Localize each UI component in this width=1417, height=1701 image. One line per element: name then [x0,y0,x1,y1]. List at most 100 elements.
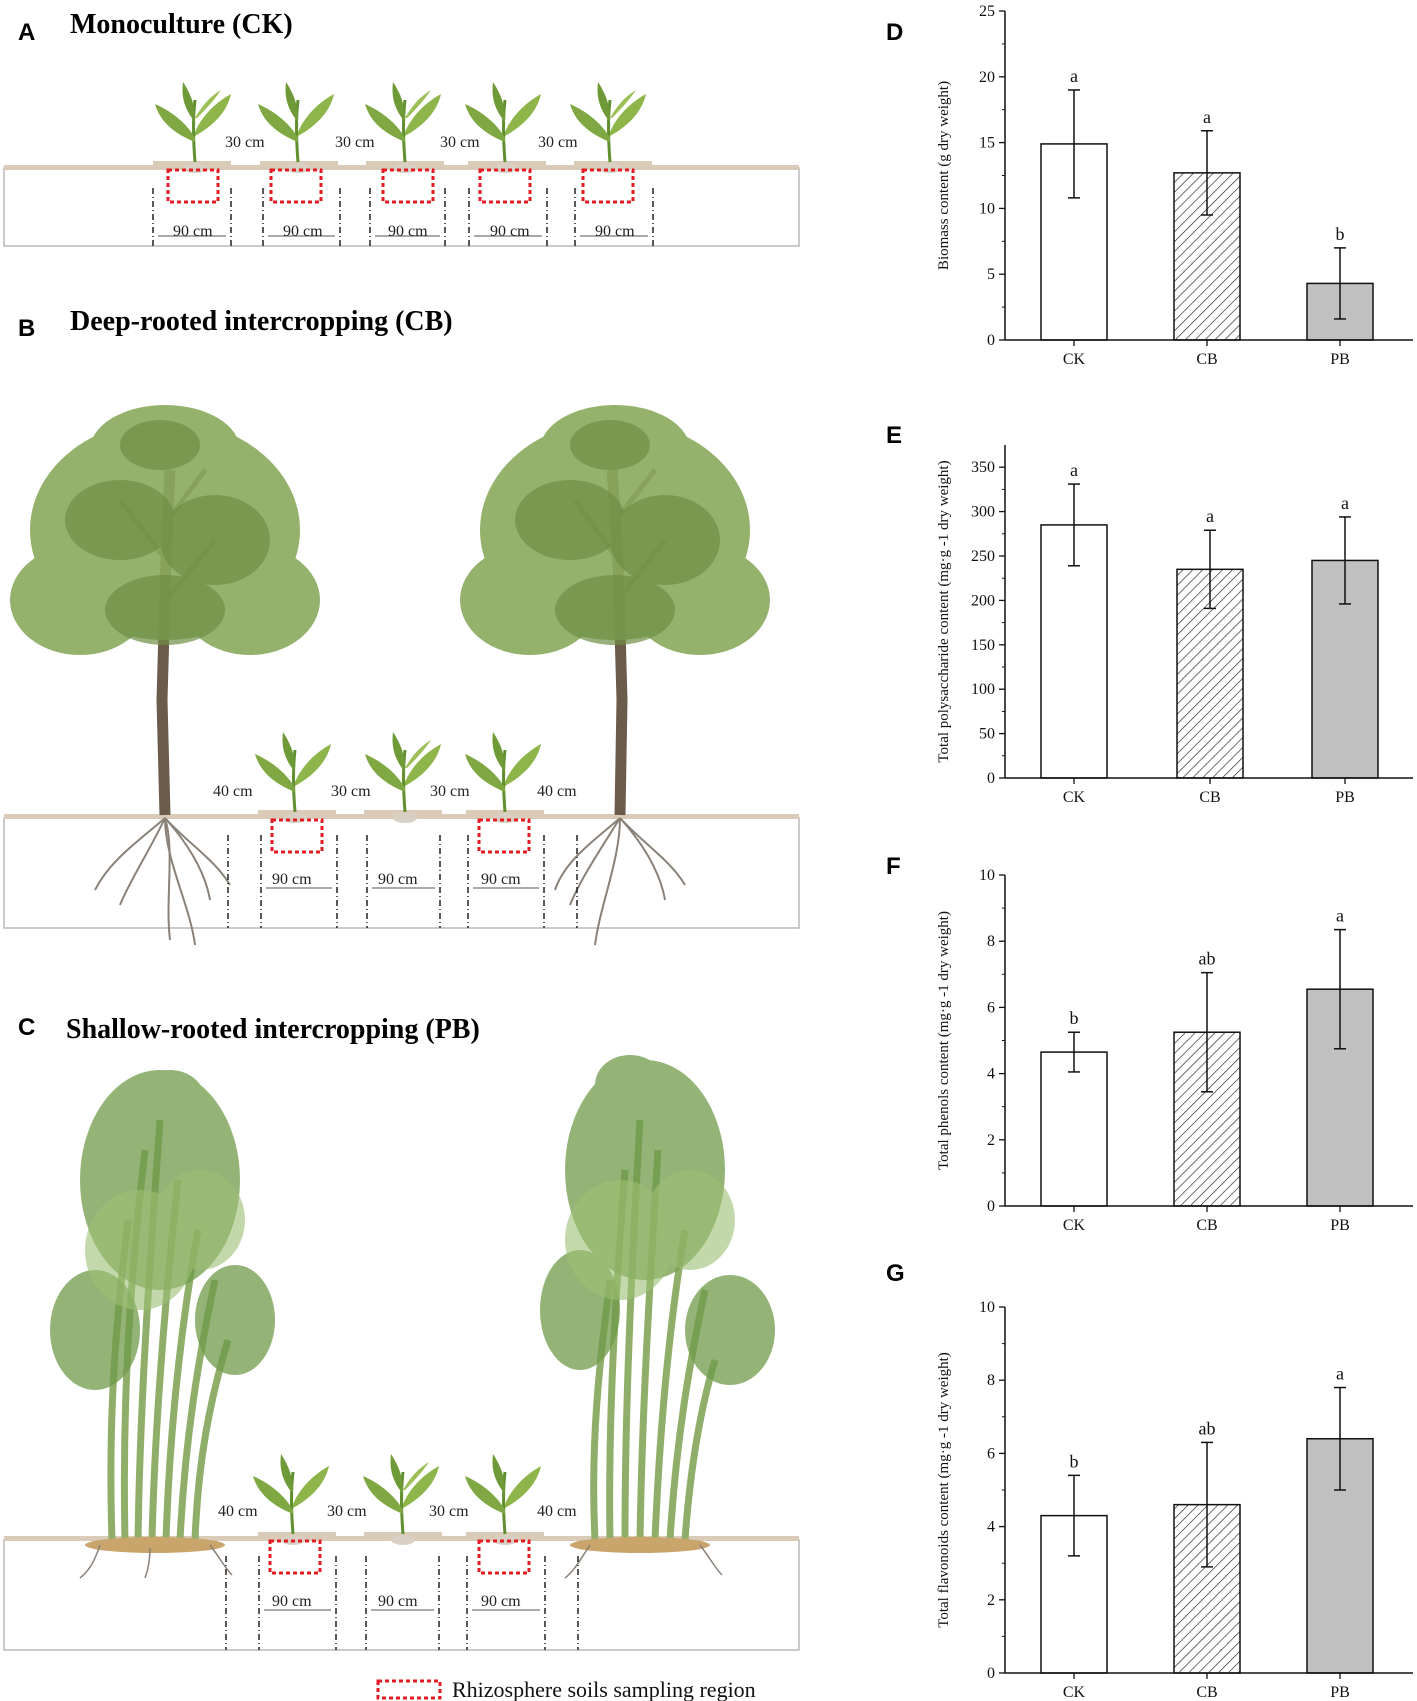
panel-a: A Monoculture (CK) [3,9,800,247]
width-label: 90 cm [173,223,213,240]
bed [258,1532,336,1538]
panel-letter-d: D [886,19,903,46]
seedling-icon [255,732,331,823]
width-label: 90 cm [481,871,521,888]
x-tick-label: CB [1199,789,1220,806]
legend-sampling-swatch [376,1679,442,1700]
error-bar [1201,1441,1213,1568]
y-tick-label: 10 [979,200,995,217]
y-tick-label: 10 [979,867,995,884]
bed-dividers [227,835,578,928]
significance-label: b [1070,1008,1079,1028]
spacing-label: 30 cm [440,134,480,151]
y-tick-label: 20 [979,69,995,86]
y-axis-label: Total polysaccharide content (mg·g -1 dr… [936,460,952,762]
significance-label: a [1070,66,1078,86]
significance-label: a [1206,506,1214,526]
panel-letter-b: B [18,315,35,342]
significance-label: ab [1199,1418,1216,1438]
error-bar [1068,1031,1080,1073]
panel-letter-c: C [18,1014,35,1041]
width-label: 90 cm [378,1593,418,1610]
x-tick-label: CK [1063,789,1086,806]
width-label: 90 cm [388,223,428,240]
y-tick-label: 50 [979,726,995,743]
y-axis-label: Total phenols content (mg·g -1 dry weigh… [936,911,952,1170]
x-tick-label: CB [1196,351,1217,368]
width-label: 90 cm [272,1593,312,1610]
spacing-label: 30 cm [327,1503,367,1520]
bed-dividers [225,1556,579,1650]
y-tick-label: 0 [987,770,995,787]
width-label: 90 cm [595,223,635,240]
panel-letter-f: F [886,853,901,880]
sampling-region-box [477,818,531,854]
seedling-icon [465,1454,541,1545]
significance-label: a [1070,460,1078,480]
x-tick-label: CK [1063,1217,1086,1234]
bed [258,810,336,816]
significance-label: a [1336,906,1344,926]
spacing-label: 30 cm [538,134,578,151]
y-tick-label: 2 [987,1132,995,1149]
spacing-label: 30 cm [331,783,371,800]
spacing-label: 30 cm [335,134,375,151]
bamboo-icon [50,1070,275,1579]
error-bar [1201,130,1213,216]
width-label: 90 cm [283,223,323,240]
spacing-label: 30 cm [225,134,265,151]
y-tick-label: 200 [971,592,995,609]
spacing-label: 40 cm [218,1503,258,1520]
y-tick-label: 100 [971,681,995,698]
spacing-label: 40 cm [213,783,253,800]
seedling-icon [465,732,541,823]
y-tick-label: 6 [987,999,995,1016]
y-tick-label: 5 [987,266,995,283]
spacing-label: 40 cm [537,783,577,800]
y-tick-label: 15 [979,135,995,152]
tree-icon [10,405,320,946]
y-axis-label: Biomass content (g dry weight) [936,81,952,270]
y-tick-label: 150 [971,637,995,654]
y-tick-label: 8 [987,933,995,950]
y-tick-label: 350 [971,459,995,476]
bar-ck [1040,524,1108,779]
panel-letter-a: A [18,19,35,46]
panel-b: B Deep-rooted intercropping (CB) [3,306,800,946]
width-label: 90 cm [490,223,530,240]
seedling-icon [258,82,334,173]
significance-label: a [1203,107,1211,127]
panel-letter-e: E [886,422,902,449]
y-tick-label: 0 [987,1198,995,1215]
significance-label: a [1341,493,1349,513]
y-tick-label: 8 [987,1372,995,1389]
sampling-region-box [477,1539,531,1575]
width-label: 90 cm [481,1593,521,1610]
y-tick-label: 6 [987,1445,995,1462]
x-tick-label: CB [1196,1217,1217,1234]
x-tick-label: PB [1330,1684,1350,1701]
y-tick-label: 4 [987,1066,995,1083]
error-bar [1068,1474,1080,1557]
significance-label: ab [1199,949,1216,969]
sampling-region-box [268,1539,322,1575]
seedling-icon [570,82,646,173]
error-bar [1201,971,1213,1093]
x-tick-label: CK [1063,351,1086,368]
y-tick-label: 4 [987,1519,995,1536]
sampling-region-box [581,168,635,204]
panel-title-a: Monoculture (CK) [70,9,293,40]
tree-icon [460,405,770,946]
significance-label: a [1336,1364,1344,1384]
error-bar [1068,483,1080,567]
x-tick-label: CB [1196,1684,1217,1701]
bamboo-icon [540,1055,775,1579]
error-bar [1334,247,1346,320]
sampling-region-box [269,168,323,204]
y-tick-label: 250 [971,548,995,565]
spacing-label: 30 cm [429,1503,469,1520]
spacing-label: 30 cm [430,783,470,800]
bar-ck [1040,1051,1108,1207]
panel-letter-g: G [886,1260,905,1287]
